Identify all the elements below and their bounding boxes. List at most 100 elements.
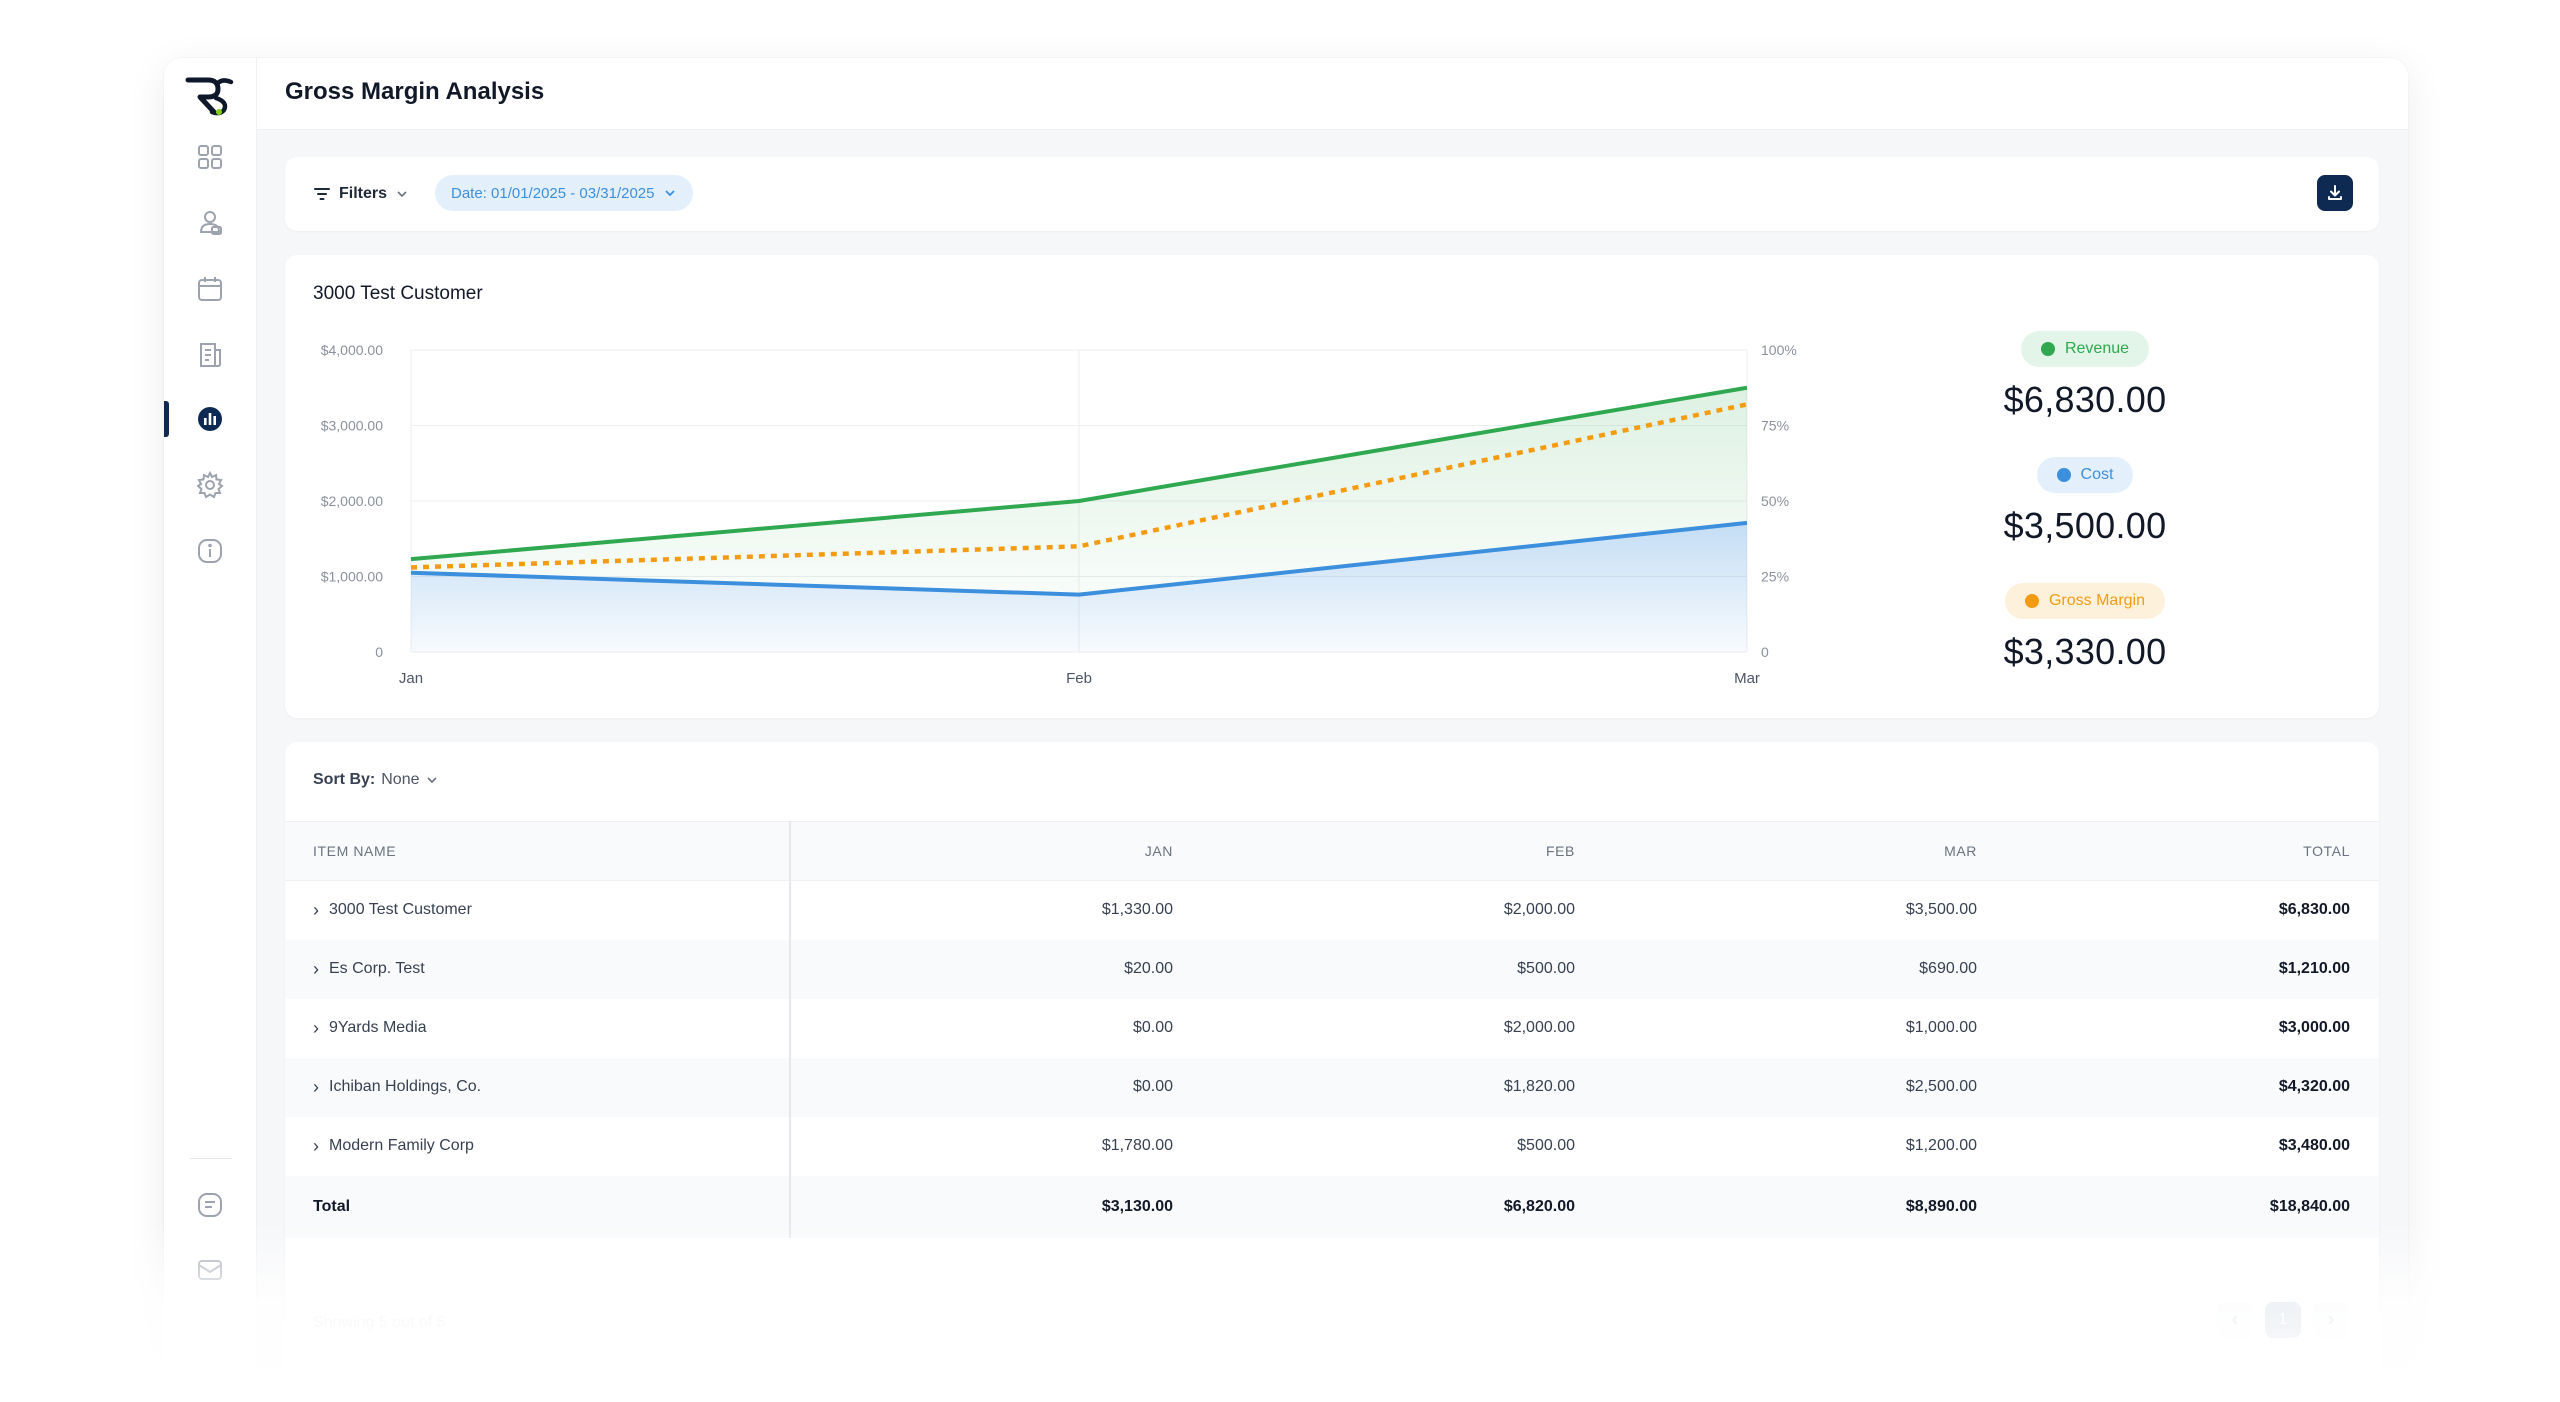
calendar-icon (198, 277, 222, 301)
pagination: 1 (2217, 1302, 2349, 1338)
date-range-chip[interactable]: Date: 01/01/2025 - 03/31/2025 (435, 175, 693, 211)
expand-row-toggle[interactable]: › Ichiban Holdings, Co. (313, 1077, 481, 1098)
cell-mar: $1,200.00 (1905, 1137, 1977, 1154)
sort-by-value: None (381, 771, 420, 788)
sidebar-item-settings[interactable] (186, 461, 234, 509)
chat-icon (198, 1193, 222, 1217)
message-icon (198, 1260, 222, 1280)
header-jan[interactable]: JAN (790, 821, 1202, 881)
top-bar: Gross Margin Analysis (257, 58, 2408, 130)
sidebar-item-customers[interactable] (186, 199, 234, 247)
cost-value: $3,500.00 (2003, 505, 2167, 546)
table-row[interactable]: › 3000 Test Customer $1,330.00 $2,000.00 … (285, 880, 2379, 940)
cell-jan: $1,330.00 (1101, 901, 1173, 919)
filters-button[interactable]: Filters (313, 180, 409, 208)
cell-total: $6,830.00 (2278, 901, 2350, 919)
row-name: Es Corp. Test (329, 960, 425, 977)
total-total: $18,840.00 (2006, 1175, 2379, 1238)
y-axis-tick-label: 0 (375, 644, 383, 660)
chevron-down-icon (427, 777, 438, 784)
y-right-axis-tick-label: 50% (1761, 493, 1789, 509)
download-icon (2328, 185, 2342, 200)
chart-card: 3000 Test Customer $4,000.00 $3,000.00 $2,… (285, 255, 2379, 718)
document-icon (200, 343, 221, 367)
app-window: Gross Margin Analysis Filters Date: 01/0… (164, 58, 2408, 1378)
cell-jan: $0.00 (1132, 1019, 1173, 1036)
header-total[interactable]: TOTAL (2006, 821, 2379, 881)
cost-dot (2056, 468, 2071, 482)
page-title: Gross Margin Analysis (285, 78, 545, 105)
chevron-right-icon: › (313, 1017, 319, 1038)
header-item-name[interactable]: ITEM NAME (285, 821, 791, 881)
sidebar-item-messages[interactable] (186, 1246, 234, 1294)
sort-by-label: Sort By: (313, 771, 376, 788)
row-name-cell: › 3000 Test Customer (285, 880, 791, 940)
sidebar-item-calendar[interactable] (186, 265, 234, 313)
cell-mar: $690.00 (1604, 939, 2006, 999)
row-name: Ichiban Holdings, Co. (329, 1078, 482, 1095)
revenue-point (1745, 386, 1749, 390)
revenue-point (1077, 499, 1081, 503)
sidebar-item-documents[interactable] (186, 331, 234, 379)
chevron-down-icon (664, 190, 675, 197)
expand-row-toggle[interactable]: › 3000 Test Customer (313, 900, 472, 921)
sidebar-item-reports[interactable] (186, 395, 234, 443)
sidebar-item-info[interactable] (186, 527, 234, 575)
gross-margin-value: $3,330.00 (2003, 631, 2167, 672)
revenue-line (410, 385, 1748, 562)
download-button[interactable] (2317, 175, 2353, 211)
cell-jan: $20.00 (790, 939, 1202, 999)
header-mar[interactable]: MAR (1604, 821, 2006, 881)
total-mar: $8,890.00 (1604, 1175, 2006, 1238)
total-label: Total (285, 1175, 791, 1238)
sort-by-dropdown[interactable]: Sort By: None (313, 771, 439, 789)
chevron-right-icon: › (313, 958, 319, 979)
table-card: Sort By: None ITEM NAME JAN FEB MAR TOTA… (285, 742, 2379, 1378)
metric-cost: Cost $3,500.00 (1905, 457, 2265, 547)
y-right-axis-tick-label: 75% (1761, 418, 1789, 434)
cell-mar: $2,500.00 (1604, 1057, 2006, 1117)
chevron-right-icon (2328, 1315, 2335, 1325)
gear-icon (196, 470, 224, 499)
gross-margin-point (1077, 544, 1081, 548)
y-right-axis-tick-label: 25% (1761, 569, 1789, 585)
expand-row-toggle[interactable]: › Modern Family Corp (313, 1136, 474, 1157)
cell-mar: $3,500.00 (1905, 901, 1977, 919)
sidebar-item-support[interactable] (186, 1181, 234, 1229)
cell-mar: $1,000.00 (1905, 1019, 1977, 1036)
cost-point (409, 571, 413, 575)
chevron-down-icon (397, 191, 407, 198)
revenue-area (411, 387, 1747, 595)
gross-margin-pill: Gross Margin (2004, 583, 2166, 619)
sidebar-item-dashboard[interactable] (186, 133, 234, 181)
table-row[interactable]: › 9Yards Media $0.00 $2,000.00 $1,000.00 … (285, 998, 2379, 1058)
revenue-value: $6,830.00 (2003, 379, 2167, 420)
date-range-label: Date: 01/01/2025 - 03/31/2025 (451, 184, 655, 202)
filter-icon (314, 188, 330, 200)
y-axis-tick-label: $3,000.00 (321, 418, 383, 434)
cell-total: $1,210.00 (2006, 939, 2379, 999)
cost-pill: Cost (2036, 457, 2134, 493)
page-button-current[interactable]: 1 (2265, 1302, 2301, 1338)
y-axis-tick-label: $4,000.00 (321, 342, 383, 358)
gross-margin-chart: $4,000.00 $3,000.00 $2,000.00 $1,000.00 0 100… (321, 342, 1797, 687)
row-name: Modern Family Corp (329, 1137, 474, 1154)
table-total-row: Total $3,130.00 $6,820.00 $8,890.00 $18,… (285, 1175, 2379, 1238)
prev-page-button[interactable] (2217, 1302, 2253, 1338)
sidebar (164, 58, 257, 1378)
expand-row-toggle[interactable]: › 9Yards Media (313, 1018, 427, 1039)
table-row[interactable]: › Modern Family Corp $1,780.00 $500.00 $1… (285, 1116, 2379, 1176)
next-page-button[interactable] (2313, 1302, 2349, 1338)
table-row[interactable]: › Ichiban Holdings, Co. $0.00 $1,820.00 $… (285, 1057, 2379, 1117)
filters-label: Filters (339, 185, 388, 202)
filter-bar: Filters Date: 01/01/2025 - 03/31/2025 (285, 157, 2379, 231)
y-axis-tick-label: $1,000.00 (321, 569, 383, 585)
users-icon (199, 211, 222, 235)
table-header-row: ITEM NAME JAN FEB MAR TOTAL (285, 821, 2379, 881)
sidebar-divider (190, 1158, 232, 1159)
y-axis-tick-label: $2,000.00 (321, 493, 383, 509)
app-logo[interactable] (184, 74, 234, 118)
header-feb[interactable]: FEB (1202, 821, 1604, 881)
table-row[interactable]: › Es Corp. Test $20.00 $500.00 $690.00 $1… (285, 939, 2379, 999)
expand-row-toggle[interactable]: › Es Corp. Test (313, 959, 425, 980)
